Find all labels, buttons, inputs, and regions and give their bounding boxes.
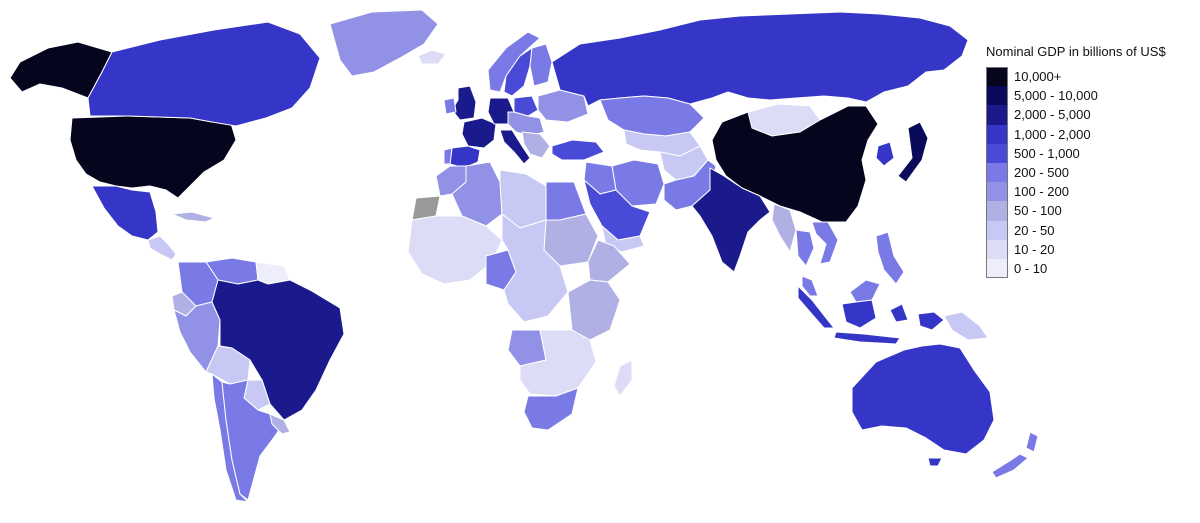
legend-swatch: [986, 143, 1008, 163]
region-uruguay: [269, 413, 291, 435]
legend-label: 0 - 10: [1014, 260, 1048, 276]
legend-item: 50 - 100: [986, 201, 1196, 221]
region-new-zealand: [991, 431, 1039, 479]
region-italy: [499, 129, 531, 165]
region-papua-new-guinea: [943, 311, 989, 341]
region-france: [461, 117, 497, 149]
region-central-america: [147, 235, 177, 261]
legend-title: Nominal GDP in billions of US$: [986, 44, 1166, 59]
legend-item: 5,000 - 10,000: [986, 86, 1196, 106]
legend-label: 10,000+: [1014, 69, 1062, 85]
region-mexico: [91, 185, 159, 241]
region-angola: [507, 329, 547, 367]
legend-list: 10,000+ 5,000 - 10,000 2,000 - 5,000 1,0…: [986, 67, 1196, 279]
legend-swatch: [986, 86, 1008, 106]
legend-item: 20 - 50: [986, 220, 1196, 240]
region-ireland: [443, 97, 457, 115]
legend-swatch: [986, 105, 1008, 125]
region-madagascar: [613, 359, 633, 397]
region-japan: [897, 121, 929, 183]
region-india: [691, 167, 771, 273]
legend-swatch: [986, 239, 1008, 259]
legend-item: 500 - 1,000: [986, 143, 1196, 163]
legend-label: 500 - 1,000: [1014, 145, 1080, 161]
region-south-africa: [523, 387, 579, 431]
legend-item: 0 - 10: [986, 258, 1196, 279]
legend-swatch: [986, 258, 1008, 279]
region-turkey: [551, 139, 605, 161]
region-portugal: [443, 147, 453, 165]
region-philippines: [875, 231, 905, 285]
legend-label: 50 - 100: [1014, 203, 1062, 219]
region-sweden: [503, 47, 533, 97]
region-balkans: [521, 131, 551, 159]
legend-swatch: [986, 201, 1008, 221]
region-russia: [551, 11, 969, 107]
legend-swatch: [986, 124, 1008, 144]
legend-label: 1,000 - 2,000: [1014, 126, 1091, 142]
legend-label: 10 - 20: [1014, 241, 1055, 257]
region-finland: [529, 43, 553, 87]
legend-label: 2,000 - 5,000: [1014, 107, 1091, 123]
region-united-kingdom: [451, 85, 477, 121]
legend-label: 100 - 200: [1014, 184, 1069, 200]
region-kazakhstan: [599, 95, 705, 137]
legend-item: 10 - 20: [986, 239, 1196, 259]
region-thailand: [795, 229, 815, 267]
legend-item: 100 - 200: [986, 182, 1196, 202]
legend-item: 1,000 - 2,000: [986, 124, 1196, 144]
region-poland: [513, 95, 539, 117]
legend-label: 5,000 - 10,000: [1014, 88, 1098, 104]
region-australia: [851, 343, 995, 467]
region-east-africa: [567, 279, 621, 341]
legend-item: 2,000 - 5,000: [986, 105, 1196, 125]
region-vietnam: [811, 221, 839, 265]
region-eastern-europe: [507, 111, 545, 137]
region-central-africa: [501, 213, 569, 323]
legend-label: 20 - 50: [1014, 222, 1055, 238]
region-saudi-arabia: [583, 179, 651, 241]
region-korea: [875, 141, 895, 167]
legend-swatch: [986, 182, 1008, 202]
legend-swatch: [986, 162, 1008, 183]
legend-swatch: [986, 220, 1008, 240]
region-iceland: [417, 49, 447, 65]
map-legend: Nominal GDP in billions of US$ 10,000+ 5…: [986, 44, 1196, 279]
region-myanmar: [771, 203, 797, 253]
region-canada: [87, 21, 321, 127]
region-malaysia: [801, 275, 881, 303]
region-indonesia: [797, 285, 945, 345]
region-egypt: [545, 181, 587, 221]
region-greenland: [329, 9, 439, 77]
legend-label: 200 - 500: [1014, 165, 1069, 181]
legend-item: 200 - 500: [986, 162, 1196, 183]
region-argentina: [221, 379, 283, 501]
region-peru: [173, 301, 221, 373]
region-cuba: [171, 211, 215, 223]
legend-item: 10,000+: [986, 67, 1196, 87]
legend-swatch: [986, 67, 1008, 87]
